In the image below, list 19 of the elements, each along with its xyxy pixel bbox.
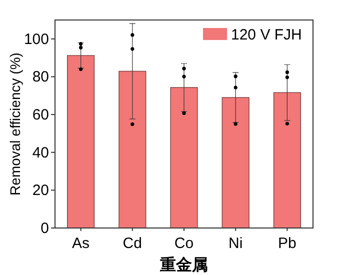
y-tick-label: 60 [32, 106, 49, 124]
y-tick-label: 0 [40, 220, 49, 237]
legend-label: 120 V FJH [231, 26, 302, 44]
x-axis-title: 重金属 [159, 256, 208, 274]
x-tick-label: Ni [228, 235, 243, 252]
y-tick-label: 100 [24, 30, 49, 48]
x-tick-label: Pb [278, 235, 296, 252]
bar [118, 70, 146, 228]
x-tick-label: Cd [122, 235, 142, 252]
bar [222, 97, 250, 228]
y-tick-label: 20 [32, 182, 49, 200]
x-tick-label: As [72, 235, 90, 252]
y-axis-title: Removal efficiency (%) [7, 52, 23, 196]
x-tick-label: Co [174, 235, 194, 252]
bar [170, 87, 198, 228]
y-tick-label: 40 [32, 144, 49, 162]
bar [273, 92, 302, 228]
bar [66, 55, 95, 228]
y-tick-label: 80 [32, 68, 49, 86]
